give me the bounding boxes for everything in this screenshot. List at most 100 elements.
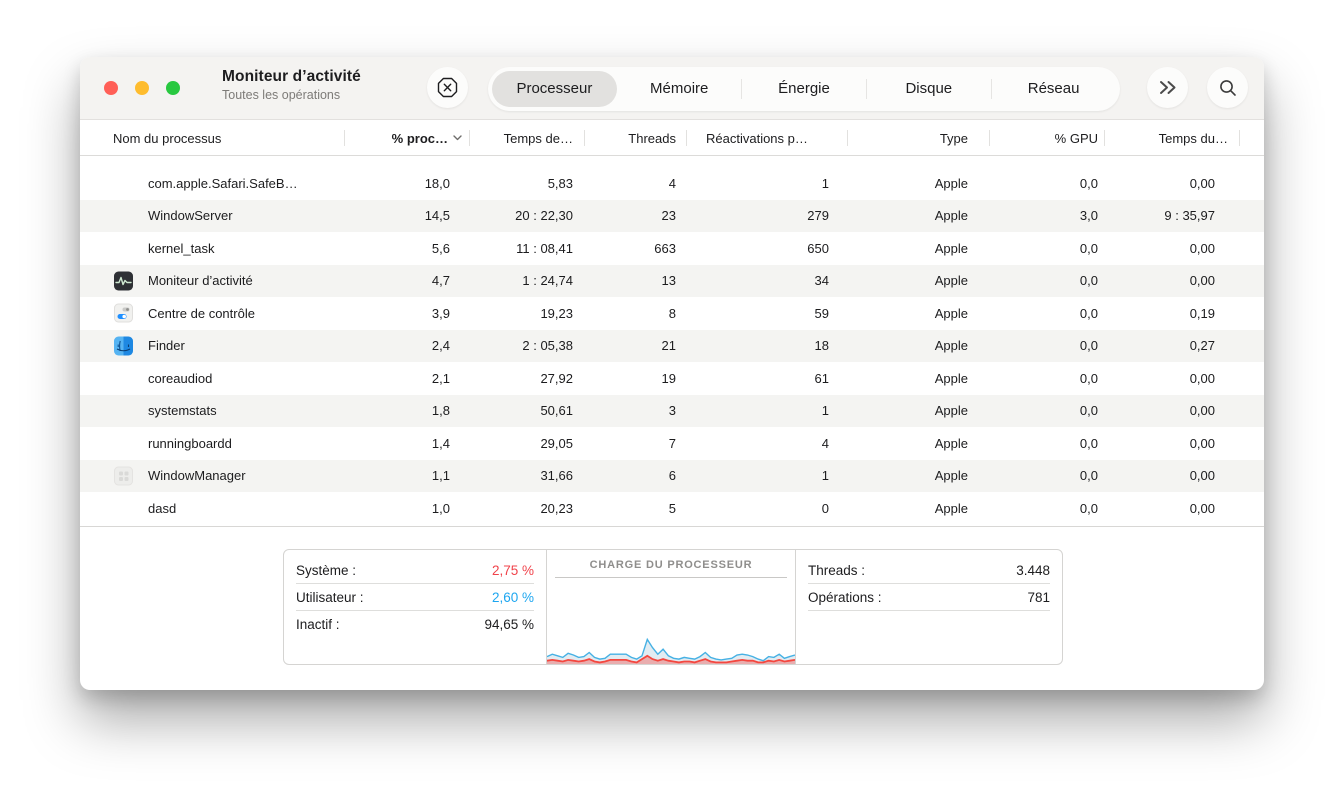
zoom-button[interactable] [166, 81, 180, 95]
threads-cell: 4 [668, 175, 676, 191]
cpu-percent-cell: 1,8 [431, 403, 450, 419]
cpu-percent-cell: 18,0 [424, 175, 450, 191]
cpu-percent-cell: 2,4 [431, 338, 450, 354]
gpu-time-cell: 0,00 [1189, 500, 1215, 516]
tab-disque[interactable]: Disque [865, 71, 991, 107]
quit-process-button[interactable] [427, 67, 468, 108]
type-cell: Apple [934, 435, 968, 451]
column-header-gpu-percent[interactable]: % GPU [990, 120, 1105, 156]
gpu-time-cell: 0,00 [1189, 403, 1215, 419]
gpu-percent-cell: 0,0 [1079, 403, 1098, 419]
window-title: Moniteur d’activité [222, 68, 361, 85]
tab-reseau[interactable]: Réseau [990, 71, 1116, 107]
process-name: Finder [148, 338, 185, 354]
table-row[interactable]: systemstats 1,8 50,61 3 1 Apple 0,0 0,00 [80, 394, 1264, 427]
idle-wakeups-cell: 4 [821, 435, 829, 451]
column-header-gpu-time[interactable]: Temps du… [1105, 120, 1240, 156]
row-gutter [1240, 200, 1264, 233]
type-cell: Apple [934, 338, 968, 354]
idle-wakeups-cell: 0 [821, 500, 829, 516]
column-header-idle-wakeups[interactable]: Réactivations p… [687, 120, 848, 156]
idle-wakeups-cell: 650 [807, 240, 829, 256]
double-chevron-right-icon [1160, 81, 1176, 94]
threads-value: 3.448 [1016, 562, 1050, 578]
cpu-time-cell: 50,61 [540, 403, 573, 419]
table-row[interactable]: Moniteur d’activité 4,7 1 : 24,74 13 34 … [80, 264, 1264, 297]
table-row[interactable]: dasd 1,0 20,23 5 0 Apple 0,0 0,00 [80, 492, 1264, 525]
threads-cell: 13 [661, 273, 676, 289]
search-button[interactable] [1207, 67, 1248, 108]
gpu-time-cell: 0,00 [1189, 175, 1215, 191]
idle-wakeups-cell: 18 [814, 338, 829, 354]
octagon-x-icon [437, 77, 458, 98]
column-header-cpu-time[interactable]: Temps de… [470, 120, 585, 156]
idle-wakeups-cell: 1 [821, 175, 829, 191]
cpu-time-cell: 11 : 08,41 [516, 240, 573, 256]
table-row[interactable]: Centre de contrôle 3,9 19,23 8 59 Apple … [80, 297, 1264, 330]
tab-processeur[interactable]: Processeur [492, 70, 617, 107]
operations-label: Opérations : [808, 589, 882, 605]
row-gutter [1240, 427, 1264, 460]
cpu-percent-cell: 1,4 [431, 435, 450, 451]
threads-cell: 3 [668, 403, 676, 419]
type-cell: Apple [934, 305, 968, 321]
system-cpu-label: Système : [296, 562, 357, 578]
idle-cpu-label: Inactif : [296, 617, 340, 632]
table-row[interactable]: kernel_task 5,6 11 : 08,41 663 650 Apple… [80, 232, 1264, 265]
window-manager-icon [114, 466, 133, 486]
table-row[interactable]: coreaudiod 2,1 27,92 19 61 Apple 0,0 0,0… [80, 362, 1264, 395]
type-cell: Apple [934, 403, 968, 419]
process-name: kernel_task [148, 240, 215, 256]
column-label: % GPU [1054, 130, 1098, 146]
chart-title-rule [555, 577, 787, 578]
close-button[interactable] [104, 81, 118, 95]
title-block: Moniteur d’activité Toutes les opération… [222, 68, 361, 102]
cpu-time-cell: 29,05 [540, 435, 573, 451]
threads-cell: 663 [654, 240, 676, 256]
table-footer-divider [80, 526, 1264, 527]
table-row[interactable]: com.apple.Safari.SafeB… 18,0 5,83 4 1 Ap… [80, 167, 1264, 200]
toolbar-overflow-button[interactable] [1147, 67, 1188, 108]
table-row[interactable]: Finder 2,4 2 : 05,38 21 18 Apple 0,0 0,2… [80, 329, 1264, 363]
threads-cell: 23 [661, 208, 676, 224]
cpu-time-cell: 5,83 [547, 175, 573, 191]
cpu-load-section: CHARGE DU PROCESSEUR [546, 550, 796, 664]
cpu-time-cell: 20,23 [540, 500, 573, 516]
column-label: Threads [628, 130, 676, 146]
cpu-time-cell: 27,92 [540, 370, 573, 386]
threads-cell: 6 [668, 468, 676, 484]
cpu-percent-cell: 14,5 [424, 208, 450, 224]
gpu-percent-cell: 0,0 [1079, 175, 1098, 191]
tab-energie[interactable]: Énergie [741, 71, 867, 107]
table-row[interactable]: WindowServer 14,5 20 : 22,30 23 279 Appl… [80, 199, 1264, 233]
idle-wakeups-cell: 34 [814, 273, 829, 289]
process-name: runningboardd [148, 435, 232, 451]
cpu-summary-panel: Système : 2,75 % Utilisateur : 2,60 % In… [283, 549, 1063, 665]
gpu-time-cell: 0,00 [1189, 468, 1215, 484]
column-header-type[interactable]: Type [848, 120, 990, 156]
cpu-time-cell: 19,23 [540, 305, 573, 321]
table-header: Nom du processus % proc… Temps de… Threa… [80, 120, 1264, 156]
cpu-percent-cell: 1,1 [431, 468, 450, 484]
row-gutter [1240, 297, 1264, 330]
row-gutter [1240, 232, 1264, 265]
idle-cpu-value: 94,65 % [484, 617, 534, 632]
gpu-percent-cell: 0,0 [1079, 305, 1098, 321]
row-gutter [1240, 330, 1264, 363]
table-row[interactable]: WindowManager 1,1 31,66 6 1 Apple 0,0 0,… [80, 459, 1264, 492]
tab-memoire[interactable]: Mémoire [617, 71, 742, 107]
sort-chevron-down-icon [453, 135, 462, 141]
cpu-percent-cell: 3,9 [431, 305, 450, 321]
column-header-name[interactable]: Nom du processus [80, 120, 345, 156]
cpu-load-chart [547, 637, 795, 664]
minimize-button[interactable] [135, 81, 149, 95]
column-header-threads[interactable]: Threads [585, 120, 687, 156]
row-gutter [1240, 492, 1264, 525]
cpu-percent-cell: 2,1 [431, 370, 450, 386]
row-gutter [1240, 362, 1264, 395]
process-name: systemstats [148, 403, 217, 419]
table-row[interactable]: runningboardd 1,4 29,05 7 4 Apple 0,0 0,… [80, 427, 1264, 460]
process-name: Moniteur d’activité [148, 273, 253, 289]
column-header-cpu-percent[interactable]: % proc… [345, 120, 470, 156]
tab-label: Réseau [1027, 80, 1080, 97]
